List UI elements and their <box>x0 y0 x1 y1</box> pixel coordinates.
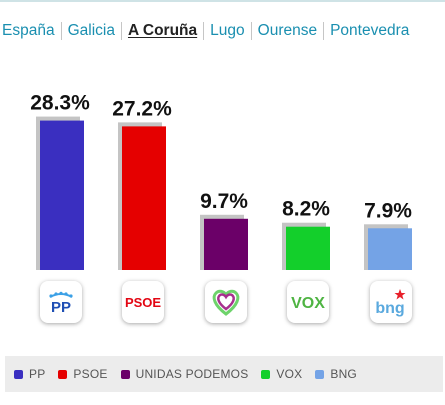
vox-logo-icon: VOX <box>287 281 329 323</box>
legend-swatch <box>58 369 68 379</box>
psoe-logo-icon: PSOE <box>122 281 164 323</box>
bar-pp <box>40 120 84 270</box>
bar-value-label: 7.9% <box>364 199 412 222</box>
legend-swatch <box>315 369 325 379</box>
region-tabs: España Galicia A Coruña Lugo Ourense Ponteved… <box>2 20 445 42</box>
bar-bng <box>368 228 412 270</box>
tab-galicia[interactable]: Galicia <box>67 22 115 39</box>
legend-item-bng[interactable]: BNG <box>315 367 357 381</box>
chart-legend: PP PSOE UNIDAS PODEMOS VOX BNG <box>5 356 443 392</box>
podemos-heart-logo-icon <box>205 281 247 323</box>
tab-ourense[interactable]: Ourense <box>257 22 318 39</box>
pp-logo-text: PP <box>51 299 71 314</box>
legend-swatch <box>261 369 271 379</box>
tab-separator <box>323 22 325 40</box>
tab-pontevedra[interactable]: Pontevedra <box>330 22 410 39</box>
legend-item-unidas-podemos[interactable]: UNIDAS PODEMOS <box>120 367 249 381</box>
bng-logo-icon: bng <box>370 281 412 323</box>
bar-unidas-podemos <box>204 218 248 270</box>
bar-value-label: 9.7% <box>200 190 248 213</box>
legend-label: UNIDAS PODEMOS <box>135 367 249 381</box>
bar-psoe <box>122 126 166 270</box>
legend-swatch <box>120 369 130 379</box>
legend-item-pp[interactable]: PP <box>14 367 45 381</box>
top-divider <box>0 0 445 2</box>
psoe-logo-text: PSOE <box>125 295 161 310</box>
legend-label: BNG <box>330 367 357 381</box>
legend-label: VOX <box>276 367 303 381</box>
legend-label: PP <box>29 367 46 381</box>
tab-a-coruña[interactable]: A Coruña <box>127 22 198 39</box>
pp-logo-icon: PP <box>40 281 82 323</box>
tab-separator <box>250 22 252 40</box>
bar-value-label: 28.3% <box>30 92 90 115</box>
tab-separator <box>60 22 62 40</box>
bar-value-label: 27.2% <box>112 97 172 120</box>
bar-vox <box>286 226 330 270</box>
bng-logo-text: bng <box>375 300 404 317</box>
legend-item-psoe[interactable]: PSOE <box>58 367 107 381</box>
legend-swatch <box>14 369 23 379</box>
tab-separator <box>203 22 205 40</box>
legend-label: PSOE <box>73 367 108 381</box>
results-bar-chart: 28.3% 27.2% 9.7% 8.2% 7.9% <box>30 92 412 270</box>
tab-separator <box>120 22 122 40</box>
legend-item-vox[interactable]: VOX <box>261 367 302 381</box>
bar-value-label: 8.2% <box>282 198 330 221</box>
tab-lugo[interactable]: Lugo <box>210 22 245 39</box>
tab-españa[interactable]: España <box>2 22 55 39</box>
vox-logo-text: VOX <box>291 295 325 312</box>
